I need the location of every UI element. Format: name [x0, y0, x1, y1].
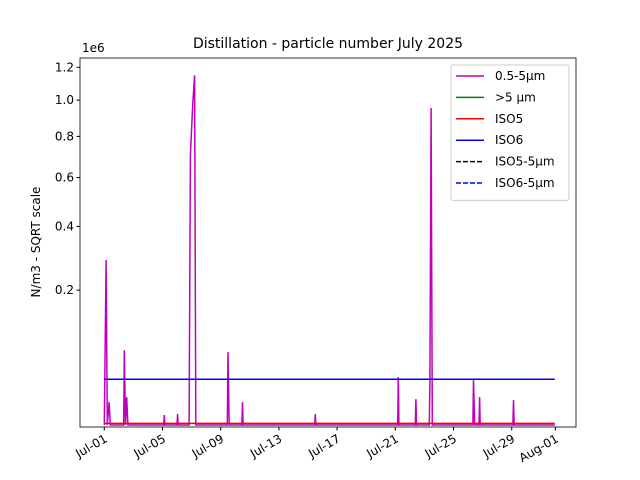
series-line — [103, 75, 555, 426]
legend-label: 0.5-5µm — [495, 69, 545, 83]
legend-label: ISO6 — [495, 133, 523, 147]
y-tick-label: 0.4 — [55, 219, 74, 233]
x-tick-label: Jul-13 — [247, 431, 284, 461]
x-tick-label: Jul-29 — [480, 431, 517, 461]
x-tick-label: Aug-01 — [517, 431, 561, 465]
y-tick-label: 1.2 — [55, 60, 74, 74]
legend-box — [450, 64, 570, 201]
x-tick-label: Jul-17 — [305, 431, 342, 461]
x-tick-label: Jul-05 — [131, 431, 168, 461]
x-tick-label: Jul-25 — [422, 431, 459, 461]
legend-label: ISO5 — [495, 112, 523, 126]
chart-title: Distillation - particle number July 2025 — [193, 36, 463, 52]
y-tick-label: 0.2 — [55, 283, 74, 297]
x-tick-label: Jul-21 — [363, 431, 400, 461]
y-offset-label: 1e6 — [82, 41, 105, 55]
y-tick-label: 0.8 — [55, 129, 74, 143]
y-axis-label: N/m3 - SQRT scale — [29, 187, 43, 298]
y-tick-label: 1.0 — [55, 93, 74, 107]
x-tick-label: Jul-01 — [72, 431, 109, 461]
legend-label: ISO5-5µm — [495, 155, 555, 169]
legend-label: ISO6-5µm — [495, 176, 555, 190]
axes-frame — [79, 57, 577, 428]
plot-area — [103, 75, 555, 426]
y-tick-label: 0.6 — [55, 171, 74, 185]
x-tick-label: Jul-09 — [189, 431, 226, 461]
legend-label: >5 µm — [495, 90, 536, 104]
